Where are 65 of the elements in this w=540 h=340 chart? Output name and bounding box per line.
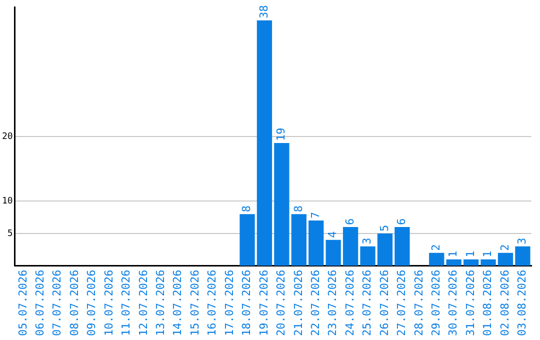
x-tick-label: 25.07.2026 — [360, 270, 374, 336]
bar — [308, 220, 324, 266]
y-tick-label: 20 — [2, 132, 13, 142]
bar — [498, 252, 514, 266]
x-tick-label: 18.07.2026 — [240, 270, 254, 336]
x-tick-label: 05.07.2026 — [16, 270, 30, 336]
bar — [377, 233, 393, 266]
x-tick-label: 17.07.2026 — [222, 270, 236, 336]
x-tick-label: 28.07.2026 — [412, 270, 426, 336]
x-tick-label: 27.07.2026 — [395, 270, 408, 336]
bar — [240, 214, 255, 266]
x-tick-label: 20.07.2026 — [274, 270, 288, 336]
x-tick-label: 01.08.2026 — [481, 270, 494, 336]
x-tick-label: 31.07.2026 — [464, 270, 477, 336]
bar — [360, 246, 376, 266]
bar — [394, 227, 410, 266]
x-tick-label: 08.07.2026 — [68, 270, 81, 336]
data-label: 7 — [308, 212, 322, 219]
bar — [291, 214, 306, 266]
bar — [480, 259, 496, 266]
x-tick-label: 14.07.2026 — [171, 270, 184, 336]
x-tick-label: 07.07.2026 — [50, 270, 64, 336]
bar — [256, 20, 272, 266]
x-tick-label: 26.07.2026 — [378, 270, 391, 336]
x-tick-label: 09.07.2026 — [85, 270, 98, 336]
x-tick-label: 12.07.2026 — [136, 270, 150, 336]
x-tick-label: 03.08.2026 — [516, 270, 529, 336]
data-label: 6 — [343, 218, 356, 226]
x-tick-label: 30.07.2026 — [446, 270, 460, 336]
x-tick-label: 11.07.2026 — [120, 270, 133, 336]
data-label: 2 — [429, 244, 442, 251]
x-tick-label: 02.08.2026 — [498, 270, 512, 336]
data-label: 4 — [326, 230, 340, 238]
data-label: 1 — [464, 250, 477, 258]
bar — [515, 246, 530, 266]
x-tick-label: 19.07.2026 — [257, 270, 270, 336]
x-tick-label: 23.07.2026 — [326, 270, 340, 336]
data-label: 19 — [274, 128, 288, 142]
x-tick-label: 10.07.2026 — [102, 270, 116, 336]
bar — [326, 240, 341, 266]
x-tick-label: 15.07.2026 — [188, 270, 202, 336]
bar — [429, 252, 444, 266]
bar — [463, 259, 479, 266]
bar — [446, 259, 462, 266]
y-tick-label: 10 — [2, 196, 13, 207]
data-label: 5 — [378, 224, 391, 232]
data-label: 1 — [481, 250, 494, 258]
x-tick-label: 06.07.2026 — [34, 270, 47, 336]
x-tick-label: 24.07.2026 — [343, 270, 356, 336]
data-label: 38 — [257, 5, 270, 18]
data-label: 6 — [395, 218, 408, 226]
bar — [342, 227, 358, 266]
data-label: 1 — [446, 250, 460, 258]
data-label: 3 — [360, 238, 374, 244]
data-label: 2 — [498, 244, 512, 251]
data-label: 8 — [240, 205, 254, 212]
bar — [274, 143, 290, 266]
y-tick-label: 5 — [7, 228, 13, 239]
x-tick-label: 16.07.2026 — [206, 270, 219, 336]
x-tick-label: 29.07.2026 — [429, 270, 442, 336]
x-tick-label: 13.07.2026 — [154, 270, 168, 336]
data-label: 8 — [292, 205, 305, 212]
data-label: 3 — [516, 238, 529, 244]
x-tick-label: 21.07.2026 — [292, 270, 305, 336]
x-tick-label: 22.07.2026 — [308, 270, 322, 336]
